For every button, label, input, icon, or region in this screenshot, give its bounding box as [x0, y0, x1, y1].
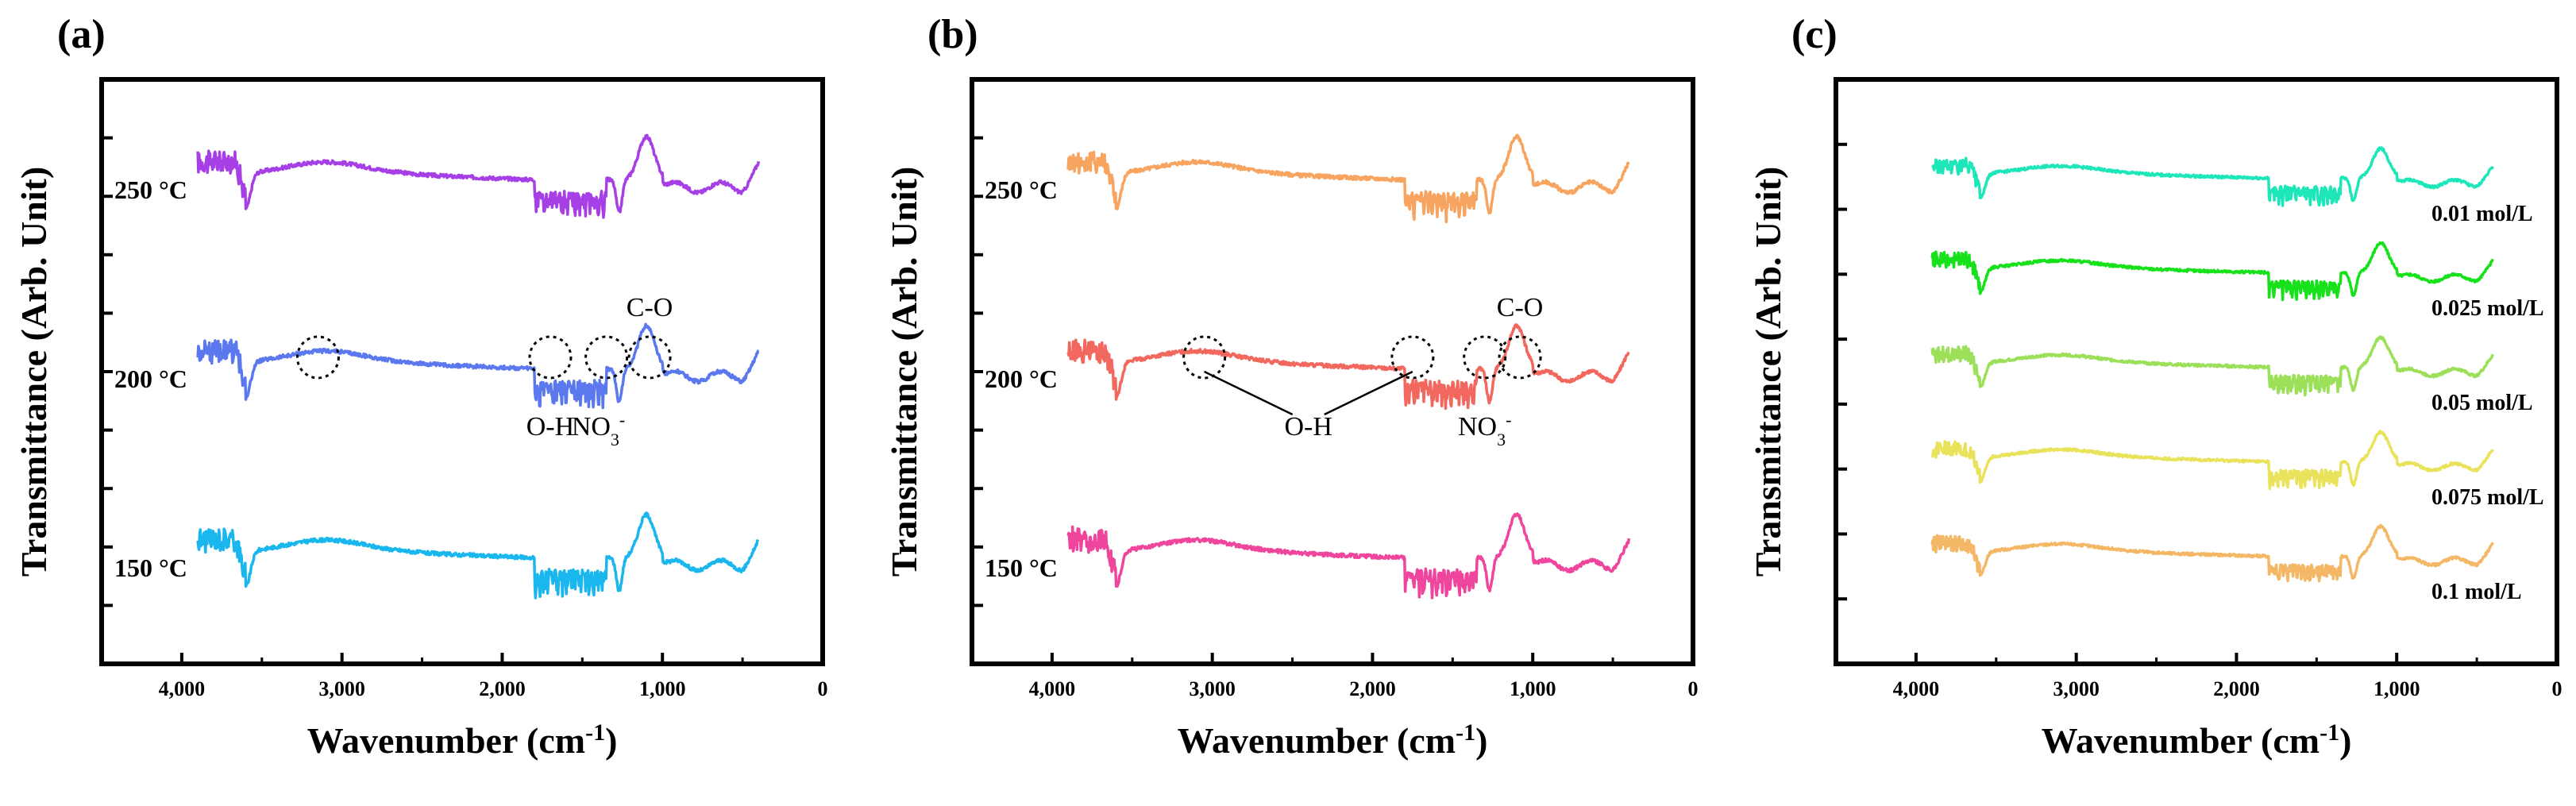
series-label: 0.075 mol/L	[2431, 485, 2544, 510]
panel-label: (b)	[927, 12, 978, 57]
panel-label: (c)	[1791, 12, 1838, 57]
series-line	[196, 133, 761, 219]
circled-band	[1390, 335, 1435, 380]
circled-band	[627, 335, 672, 380]
x-axis-title: Wavenumber (cm-1)	[1178, 719, 1488, 762]
circled-band	[295, 335, 340, 380]
annotation: NO3-	[572, 410, 625, 449]
x-tick-label: 3,000	[2053, 677, 2100, 700]
x-tick-label: 4,000	[159, 677, 206, 700]
circled-band	[584, 335, 629, 380]
circled-band	[528, 335, 573, 380]
series-line	[1930, 523, 2494, 583]
series-line	[1066, 133, 1630, 224]
x-tick-label: 2,000	[1349, 677, 1396, 700]
series-label: 0.05 mol/L	[2431, 391, 2533, 415]
y-axis-title: Transmittance (Arb. Unit)	[884, 167, 924, 577]
panel-a: (a) 4,000 3,000 2,000 1,000 0 Wavenumber (cm-1…	[13, 12, 828, 761]
circled-band	[1498, 335, 1542, 380]
series-label: 0.025 mol/L	[2431, 296, 2544, 321]
panel-label: (a)	[57, 12, 106, 57]
series-label: 200 °C	[114, 364, 187, 393]
series-line	[1066, 512, 1631, 600]
x-tick-label: 1,000	[639, 677, 686, 700]
series-line	[1930, 430, 2494, 491]
series-label: 150 °C	[114, 553, 187, 582]
annotation: O-H	[526, 412, 574, 442]
y-axis-title: Transmittance (Arb. Unit)	[1748, 167, 1788, 577]
series-label: 150 °C	[985, 553, 1058, 582]
x-tick-label: 1,000	[2374, 677, 2420, 700]
x-tick-label: 0	[1688, 677, 1699, 700]
x-axis-title: Wavenumber (cm-1)	[2042, 719, 2352, 762]
panel-b: (b) 4,000 3,000 2,000 1,000 0 Wavenumber (cm-1…	[884, 12, 1699, 761]
series-line	[1931, 146, 2494, 207]
series-label: 0.01 mol/L	[2431, 202, 2533, 226]
x-tick-label: 4,000	[1893, 677, 1940, 700]
axes-frame	[1834, 77, 2559, 666]
annotation-arrow	[1324, 370, 1413, 416]
series-label: 250 °C	[114, 175, 187, 204]
annotation: C-O	[1497, 293, 1544, 322]
x-tick-label: 2,000	[2213, 677, 2260, 700]
x-tick-label: 2,000	[479, 677, 526, 700]
axes-frame	[99, 77, 825, 666]
circled-band	[1463, 335, 1507, 380]
circled-band	[1182, 335, 1227, 380]
series-line	[196, 322, 760, 410]
x-tick-label: 3,000	[318, 677, 365, 700]
series-line	[1930, 335, 2494, 397]
panel-c: (c) 4,000 3,000 2,000 1,000 0 Wavenumber (cm-1…	[1748, 12, 2563, 761]
series-line	[1930, 241, 2494, 302]
x-tick-label: 0	[2552, 677, 2563, 700]
annotation-arrow	[1204, 370, 1294, 416]
series-label: 200 °C	[985, 364, 1058, 393]
annotation: C-O	[627, 293, 673, 322]
annotation: NO3-	[1458, 410, 1511, 449]
x-tick-label: 3,000	[1189, 677, 1236, 700]
x-tick-label: 4,000	[1029, 677, 1076, 700]
series-label: 0.1 mol/L	[2431, 580, 2522, 604]
y-axis-title: Transmittance (Arb. Unit)	[13, 167, 54, 577]
annotation: O-H	[1285, 412, 1332, 442]
series-line	[1066, 323, 1630, 411]
x-tick-label: 1,000	[1510, 677, 1556, 700]
series-label: 250 °C	[985, 175, 1058, 204]
x-tick-label: 0	[818, 677, 828, 700]
x-axis-title: Wavenumber (cm-1)	[307, 719, 618, 762]
series-line	[196, 511, 760, 600]
